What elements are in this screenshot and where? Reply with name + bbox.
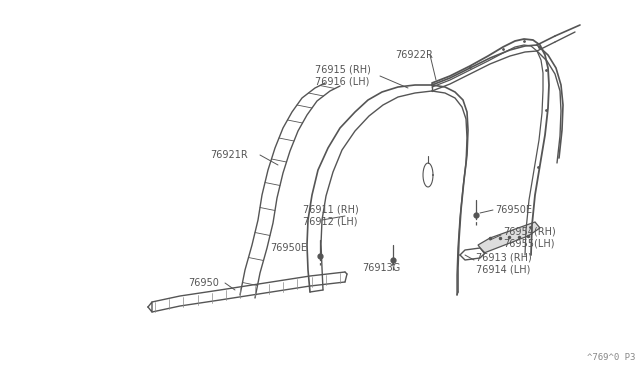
Polygon shape — [478, 222, 540, 253]
Text: 76911 (RH): 76911 (RH) — [303, 205, 359, 215]
Text: 76922R: 76922R — [395, 50, 433, 60]
Text: 76950E: 76950E — [270, 243, 307, 253]
Text: 76950: 76950 — [188, 278, 219, 288]
Text: 76913 (RH): 76913 (RH) — [476, 253, 532, 263]
Text: 76914 (LH): 76914 (LH) — [476, 265, 531, 275]
Text: 76913G: 76913G — [362, 263, 400, 273]
Text: 76955(LH): 76955(LH) — [503, 239, 554, 249]
Text: 76954(RH): 76954(RH) — [503, 227, 556, 237]
Text: ^769^0 P3: ^769^0 P3 — [587, 353, 635, 362]
Text: 76921R: 76921R — [210, 150, 248, 160]
Text: 76915 (RH): 76915 (RH) — [315, 65, 371, 75]
Text: 76916 (LH): 76916 (LH) — [315, 77, 369, 87]
Text: 76950E: 76950E — [495, 205, 532, 215]
Text: 76912 (LH): 76912 (LH) — [303, 217, 358, 227]
